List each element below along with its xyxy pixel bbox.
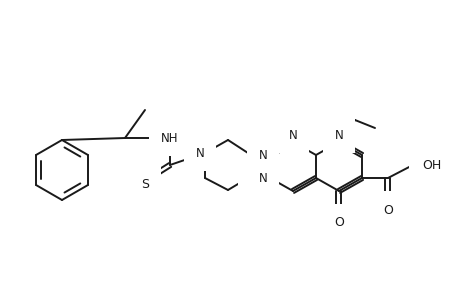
Text: N: N (258, 148, 267, 161)
Text: O: O (382, 203, 392, 217)
Text: N: N (195, 146, 204, 160)
Text: N: N (258, 172, 267, 184)
Text: O: O (333, 217, 343, 230)
Text: N: N (249, 172, 258, 184)
Text: OH: OH (421, 158, 440, 172)
Text: N: N (288, 128, 297, 142)
Text: S: S (141, 178, 149, 190)
Text: N: N (334, 128, 342, 142)
Text: NH: NH (161, 131, 179, 145)
